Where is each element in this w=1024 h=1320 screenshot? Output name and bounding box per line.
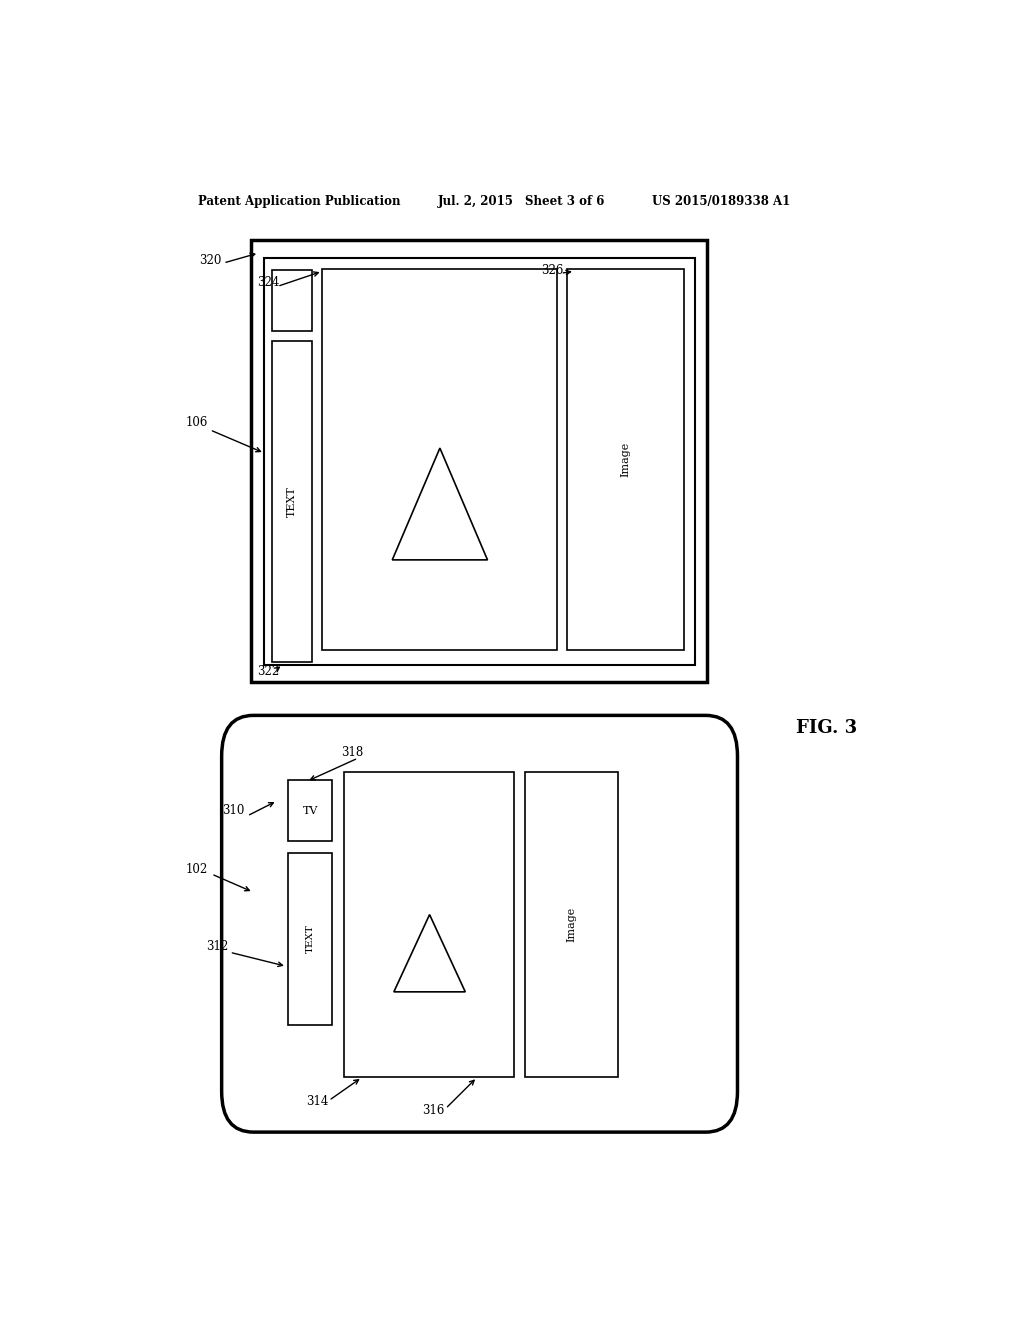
Bar bbox=[289, 853, 332, 1026]
Bar bbox=[344, 772, 514, 1077]
Text: TEXT: TEXT bbox=[288, 486, 297, 517]
Text: 316: 316 bbox=[422, 1105, 444, 1117]
Text: 318: 318 bbox=[341, 747, 362, 759]
Text: 320: 320 bbox=[200, 253, 222, 267]
Text: Patent Application Publication: Patent Application Publication bbox=[198, 194, 400, 207]
Bar bbox=[264, 257, 694, 664]
Bar bbox=[567, 269, 684, 651]
Text: 326: 326 bbox=[541, 264, 563, 277]
Text: Sheet 3 of 6: Sheet 3 of 6 bbox=[524, 194, 604, 207]
Bar bbox=[323, 269, 557, 651]
Bar bbox=[272, 271, 312, 331]
Bar bbox=[272, 342, 312, 661]
Text: 106: 106 bbox=[185, 416, 208, 429]
FancyBboxPatch shape bbox=[221, 715, 737, 1133]
Bar bbox=[289, 780, 332, 841]
Text: 312: 312 bbox=[206, 940, 228, 953]
Text: 314: 314 bbox=[306, 1096, 329, 1107]
Text: Jul. 2, 2015: Jul. 2, 2015 bbox=[437, 194, 513, 207]
Text: 324: 324 bbox=[257, 276, 280, 289]
Bar bbox=[524, 772, 618, 1077]
Text: Image: Image bbox=[566, 907, 577, 942]
Text: TEXT: TEXT bbox=[305, 924, 314, 953]
Bar bbox=[251, 240, 708, 682]
Text: US 2015/0189338 A1: US 2015/0189338 A1 bbox=[652, 194, 791, 207]
Text: Image: Image bbox=[621, 442, 631, 478]
Text: TV: TV bbox=[302, 807, 317, 816]
Text: 310: 310 bbox=[221, 804, 244, 817]
Text: 322: 322 bbox=[257, 665, 280, 678]
Text: FIG. 3: FIG. 3 bbox=[796, 718, 857, 737]
Text: 102: 102 bbox=[185, 863, 208, 876]
